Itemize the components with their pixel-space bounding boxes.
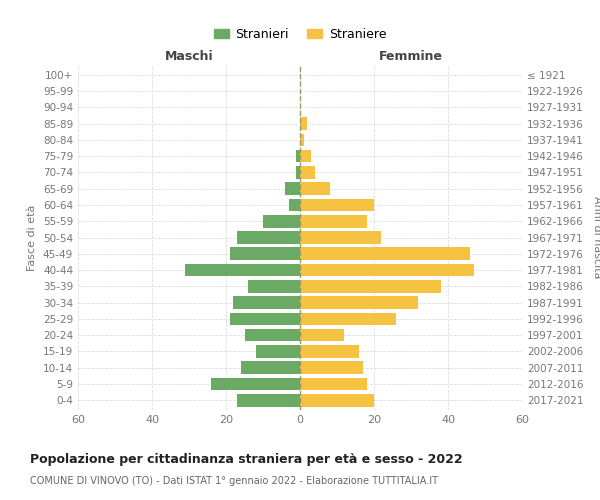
Bar	[300, 345, 359, 358]
Bar	[185, 264, 300, 276]
Bar	[237, 394, 300, 406]
Bar	[263, 215, 300, 228]
Bar	[300, 280, 440, 292]
Text: COMUNE DI VINOVO (TO) - Dati ISTAT 1° gennaio 2022 - Elaborazione TUTTITALIA.IT: COMUNE DI VINOVO (TO) - Dati ISTAT 1° ge…	[30, 476, 438, 486]
Bar	[285, 182, 300, 195]
Bar	[241, 362, 300, 374]
Text: Maschi: Maschi	[164, 50, 214, 64]
Bar	[300, 117, 307, 130]
Bar	[289, 198, 300, 211]
Bar	[296, 166, 300, 179]
Bar	[211, 378, 300, 390]
Bar	[300, 198, 374, 211]
Bar	[256, 345, 300, 358]
Bar	[300, 362, 363, 374]
Legend: Stranieri, Straniere: Stranieri, Straniere	[209, 23, 391, 46]
Bar	[248, 280, 300, 292]
Bar	[300, 134, 304, 146]
Y-axis label: Anni di nascita: Anni di nascita	[592, 196, 600, 279]
Bar	[300, 296, 418, 309]
Bar	[300, 182, 329, 195]
Bar	[300, 264, 474, 276]
Text: Popolazione per cittadinanza straniera per età e sesso - 2022: Popolazione per cittadinanza straniera p…	[30, 452, 463, 466]
Text: Femmine: Femmine	[379, 50, 443, 64]
Bar	[300, 312, 396, 325]
Bar	[300, 378, 367, 390]
Bar	[300, 215, 367, 228]
Bar	[237, 231, 300, 244]
Bar	[300, 231, 382, 244]
Bar	[296, 150, 300, 162]
Bar	[230, 248, 300, 260]
Bar	[300, 394, 374, 406]
Bar	[245, 329, 300, 342]
Y-axis label: Fasce di età: Fasce di età	[28, 204, 37, 270]
Bar	[300, 166, 315, 179]
Bar	[230, 312, 300, 325]
Bar	[300, 329, 344, 342]
Bar	[233, 296, 300, 309]
Bar	[300, 248, 470, 260]
Bar	[300, 150, 311, 162]
